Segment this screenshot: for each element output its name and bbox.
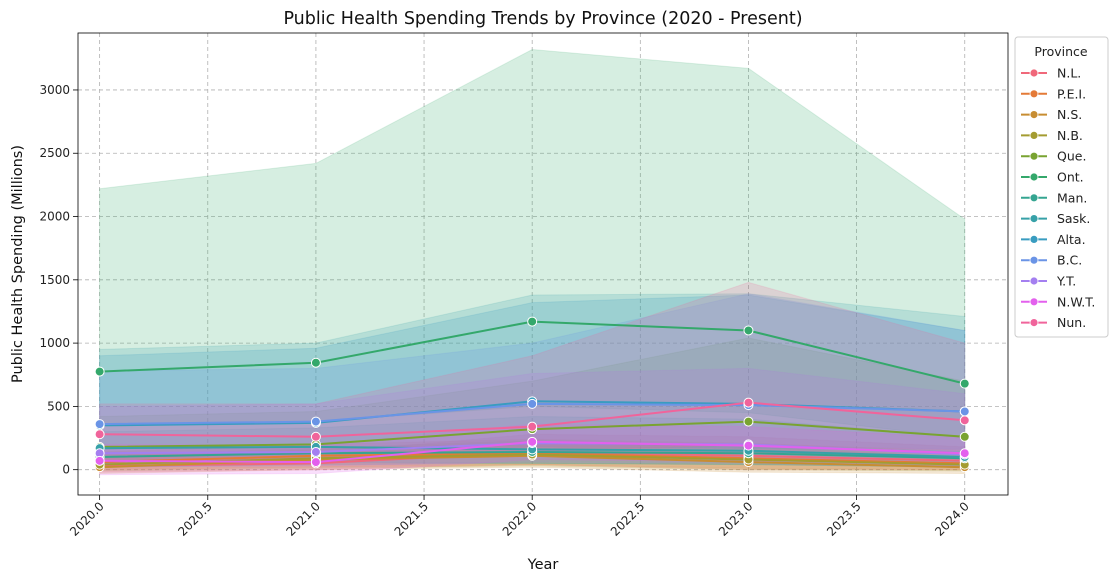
legend-item-n-b: N.B. <box>1021 128 1083 143</box>
legend-item-alta: Alta. <box>1021 232 1086 247</box>
plot-area-frame <box>77 32 1009 496</box>
point-ont <box>743 325 754 336</box>
legend-label: Que. <box>1057 149 1086 164</box>
legend-marker <box>1029 318 1039 328</box>
legend-marker <box>1029 89 1039 99</box>
legend-label: Ont. <box>1057 170 1084 185</box>
legend-label: N.B. <box>1057 128 1083 143</box>
point-nun <box>959 415 970 426</box>
point-b-c <box>310 416 321 427</box>
legend-label: P.E.I. <box>1057 86 1086 101</box>
point-y-t <box>310 446 321 457</box>
legend-marker <box>1029 68 1039 78</box>
point-ont <box>94 366 105 377</box>
point-n-w-t <box>959 448 970 459</box>
legend-title: Province <box>1034 44 1087 59</box>
legend-item-ont: Ont. <box>1021 170 1084 185</box>
y-tick-label: 3000 <box>39 83 70 97</box>
y-tick-label: 1000 <box>39 336 70 350</box>
legend-item-man: Man. <box>1021 190 1087 205</box>
point-n-w-t <box>310 457 321 468</box>
legend-marker <box>1029 276 1039 286</box>
legend-label: N.L. <box>1057 66 1081 81</box>
legend-label: N.W.T. <box>1057 294 1095 309</box>
y-axis-label: Public Health Spending (Millions) <box>10 145 26 383</box>
point-nun <box>527 421 538 432</box>
legend-label: N.S. <box>1057 107 1082 122</box>
y-tick-label: 2000 <box>39 210 70 224</box>
point-b-c <box>94 419 105 430</box>
legend-marker <box>1029 234 1039 244</box>
legend-item-b-c: B.C. <box>1021 253 1082 268</box>
legend-item-sask: Sask. <box>1021 211 1090 226</box>
legend-label: Man. <box>1057 190 1087 205</box>
legend-item-p-e-i: P.E.I. <box>1021 86 1086 101</box>
legend-marker <box>1029 172 1039 182</box>
legend-marker <box>1029 297 1039 307</box>
point-que <box>743 416 754 427</box>
legend-marker <box>1029 130 1039 140</box>
grid <box>78 33 1008 495</box>
legend-marker <box>1029 255 1039 265</box>
y-axis: 0 500 1000 1500 2000 2500 3000 <box>39 83 78 477</box>
point-b-c <box>959 406 970 417</box>
legend-item-nun: Nun. <box>1021 315 1086 330</box>
point-nun <box>94 429 105 440</box>
point-ont <box>959 378 970 389</box>
y-tick-label: 2500 <box>39 146 70 160</box>
legend-marker <box>1029 193 1039 203</box>
point-que <box>959 431 970 442</box>
legend-label: Y.T. <box>1056 274 1076 289</box>
y-tick-label: 1500 <box>39 273 70 287</box>
x-axis-label: Year <box>527 557 559 573</box>
legend-label: Nun. <box>1057 315 1086 330</box>
legend-item-n-w-t: N.W.T. <box>1021 294 1095 309</box>
series-markers <box>94 316 970 473</box>
y-tick-label: 0 <box>62 463 70 477</box>
point-ont <box>310 357 321 368</box>
legend-item-n-s: N.S. <box>1021 107 1082 122</box>
legend-item-y-t: Y.T. <box>1021 274 1076 289</box>
legend-label: B.C. <box>1057 253 1082 268</box>
legend-marker <box>1029 110 1039 119</box>
point-nun <box>743 397 754 408</box>
legend-frame <box>1014 36 1109 338</box>
legend-marker <box>1029 151 1039 161</box>
y-tick-label: 500 <box>47 399 70 413</box>
legend-item-n-l: N.L. <box>1021 66 1081 81</box>
legend-label: Alta. <box>1057 232 1086 247</box>
legend-label: Sask. <box>1057 211 1090 226</box>
legend-item-que: Que. <box>1021 149 1086 164</box>
point-nun <box>310 431 321 442</box>
chart-title: Public Health Spending Trends by Provinc… <box>283 9 802 29</box>
legend-marker <box>1029 214 1039 224</box>
point-n-w-t <box>94 455 105 466</box>
point-n-w-t <box>527 436 538 447</box>
point-b-c <box>527 398 538 409</box>
point-n-w-t <box>743 440 754 451</box>
point-ont <box>527 316 538 327</box>
legend: Province N.L. P.E.I. N.S. N.B. Que. Ont. Man. S… <box>1014 36 1109 338</box>
